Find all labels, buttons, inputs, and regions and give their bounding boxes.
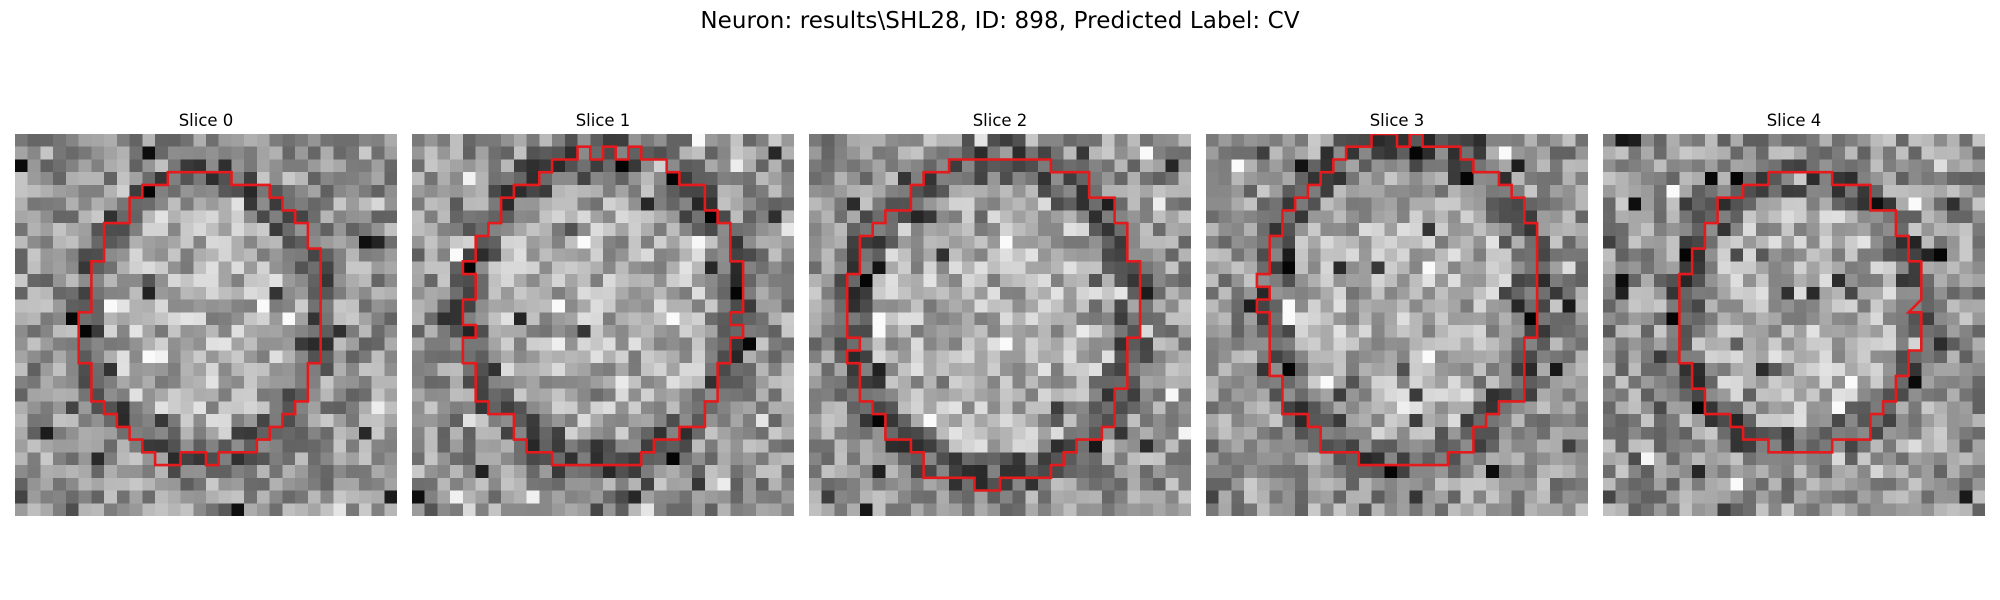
slice-panel-1: Slice 1 [412,108,794,516]
nucleus-contour [77,170,322,467]
slice-panel-4: Slice 4 [1603,108,1985,516]
slice-3-image [1206,134,1588,516]
slice-2-image [809,134,1191,516]
pixel-grid [1603,134,1985,516]
slice-1-image [412,134,794,516]
nucleus-contour [1678,170,1923,454]
slice-2-svg [809,134,1191,516]
nucleus-contour [461,145,745,467]
pixel-grid [412,134,794,516]
slice-3-title: Slice 3 [1369,111,1425,130]
pixel-grid [809,134,1191,516]
slice-3-svg [1206,134,1588,516]
nucleus-contour [1255,134,1539,467]
pixel-grid [1206,134,1588,516]
slice-panel-2: Slice 2 [809,108,1191,516]
figure-title: Neuron: results\SHL28, ID: 898, Predicte… [700,8,1300,34]
slice-1-title: Slice 1 [575,111,631,130]
pixel-grid [15,134,397,516]
nucleus-contour [845,158,1142,492]
slice-4-svg [1603,134,1985,516]
slice-0-title: Slice 0 [178,111,234,130]
slice-panel-3: Slice 3 [1206,108,1588,516]
slice-4-title: Slice 4 [1766,111,1822,130]
slice-0-svg [15,134,397,516]
slice-2-title: Slice 2 [972,111,1028,130]
slice-0-image [15,134,397,516]
slice-1-svg [412,134,794,516]
slice-panel-0: Slice 0 [15,108,397,516]
slice-4-image [1603,134,1985,516]
